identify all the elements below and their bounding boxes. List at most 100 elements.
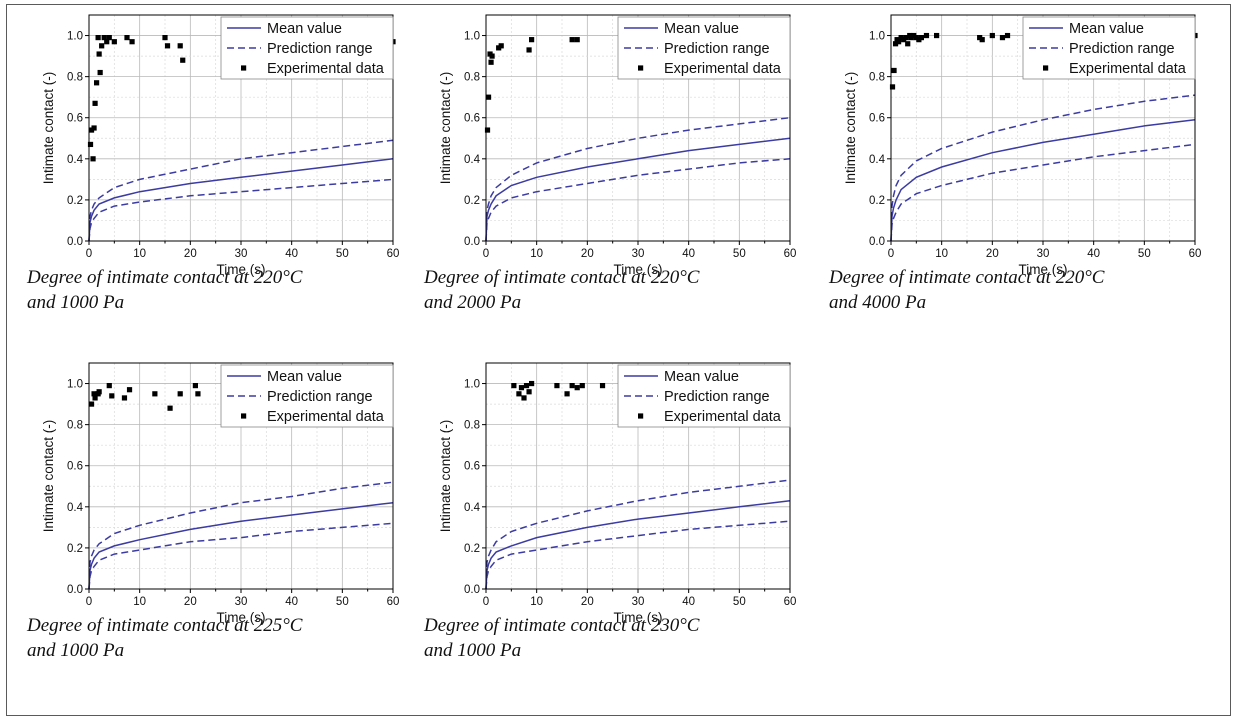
y-tick-label: 1.0 <box>464 31 480 43</box>
prediction-lower-line <box>88 178 394 242</box>
legend-label-exp: Experimental data <box>664 61 782 77</box>
x-tick-label: 40 <box>1087 248 1100 260</box>
experimental-point <box>569 37 575 43</box>
caption-line: and 1000 Pa <box>27 640 125 661</box>
x-tick-label: 60 <box>387 248 400 260</box>
legend: Mean value Prediction range Experimental d… <box>220 16 394 80</box>
experimental-point <box>579 383 585 389</box>
experimental-points <box>889 32 1198 90</box>
y-axis-label: Intimate contact (-) <box>438 420 453 533</box>
legend: Mean value Prediction range Experimental d… <box>617 16 791 80</box>
y-tick-label: 0.6 <box>67 461 83 473</box>
experimental-point <box>111 39 117 45</box>
experimental-point <box>104 39 110 45</box>
y-tick-label: 0.4 <box>464 502 481 514</box>
experimental-point <box>599 383 606 389</box>
legend: Mean value Prediction range Experimental d… <box>1022 16 1196 80</box>
x-tick-label: 40 <box>682 248 695 260</box>
y-tick-label: 0.0 <box>464 236 480 248</box>
x-tick-label: 20 <box>986 248 999 260</box>
experimental-point <box>94 80 100 86</box>
y-axis-label: Intimate contact (-) <box>41 420 56 533</box>
y-tick-label: 0.0 <box>869 236 885 248</box>
experimental-point <box>484 127 491 133</box>
experimental-point <box>498 43 504 49</box>
experimental-point <box>177 391 183 397</box>
experimental-points <box>511 380 606 401</box>
x-axis-label: Time (s) <box>217 262 266 277</box>
x-tick-label: 40 <box>285 596 298 608</box>
x-axis-label: Time (s) <box>614 610 663 625</box>
experimental-point <box>518 385 525 391</box>
experimental-point <box>918 35 924 41</box>
y-tick-label: 0.2 <box>869 195 885 207</box>
chart-caption: Degree of intimate contact at 225°C and 1… <box>27 613 397 663</box>
mean-value-line <box>485 499 791 590</box>
y-tick-label: 1.0 <box>464 379 480 391</box>
prediction-upper-line <box>485 116 791 242</box>
experimental-point <box>521 395 527 401</box>
experimental-point <box>121 395 128 401</box>
prediction-upper-line <box>485 479 791 590</box>
mean-value-line <box>88 501 394 590</box>
x-tick-label: 50 <box>733 248 746 260</box>
experimental-point <box>167 405 173 411</box>
x-tick-label: 60 <box>784 596 797 608</box>
y-tick-label: 0.4 <box>67 154 84 166</box>
x-tick-label: 20 <box>184 248 197 260</box>
experimental-point <box>192 383 198 389</box>
caption-line: and 1000 Pa <box>424 640 522 661</box>
chart-3-svg: 0 10 20 30 40 50 60 0.0 0.2 0.4 0.6 0.8 1.0 Time (s) I… <box>843 14 1202 277</box>
experimental-point <box>516 391 522 397</box>
caption-line: Degree of intimate contact at 225°C <box>27 615 303 636</box>
experimental-point <box>162 35 168 41</box>
legend-label-exp: Experimental data <box>267 61 385 77</box>
experimental-point <box>523 383 530 389</box>
caption-line: Degree of intimate contact at 220°C <box>829 267 1105 288</box>
x-tick-label: 60 <box>387 596 400 608</box>
experimental-point <box>569 383 575 389</box>
legend-label-exp: Experimental data <box>1069 61 1187 77</box>
y-axis-label: Intimate contact (-) <box>41 72 56 185</box>
experimental-point <box>96 389 102 395</box>
legend: Mean value Prediction range Experimental d… <box>220 364 394 428</box>
legend-label-range: Prediction range <box>664 41 770 57</box>
prediction-lower-line <box>485 520 791 590</box>
y-tick-label: 1.0 <box>67 31 83 43</box>
experimental-point <box>129 39 135 45</box>
x-tick-label: 30 <box>235 248 248 260</box>
x-tick-label: 60 <box>1189 248 1202 260</box>
y-tick-label: 0.2 <box>67 195 83 207</box>
experimental-point <box>152 391 158 397</box>
experimental-point <box>999 35 1006 41</box>
x-tick-label: 0 <box>86 596 92 608</box>
mean-value-line <box>88 158 394 242</box>
x-tick-label: 0 <box>483 596 489 608</box>
prediction-lower-line <box>890 143 1196 242</box>
y-tick-label: 0.8 <box>464 420 480 432</box>
prediction-upper-line <box>890 94 1196 242</box>
experimental-point <box>101 35 107 41</box>
x-tick-label: 30 <box>632 596 645 608</box>
experimental-point <box>106 383 112 389</box>
legend-label-mean: Mean value <box>664 369 739 385</box>
experimental-point <box>979 37 985 43</box>
caption-line: and 1000 Pa <box>27 292 125 313</box>
x-tick-label: 30 <box>235 596 248 608</box>
chart-caption: Degree of intimate contact at 220°C and 1… <box>27 265 397 315</box>
x-tick-label: 20 <box>581 248 594 260</box>
experimental-point <box>903 35 909 41</box>
legend-label-mean: Mean value <box>1069 21 1144 37</box>
chart-caption: Degree of intimate contact at 230°C and 1… <box>424 613 794 663</box>
legend-marker-experimental <box>638 413 644 419</box>
x-tick-label: 60 <box>784 248 797 260</box>
experimental-points <box>88 383 201 411</box>
y-tick-label: 0.8 <box>464 72 480 84</box>
x-tick-label: 40 <box>285 248 298 260</box>
experimental-point <box>934 32 940 39</box>
experimental-point <box>95 35 101 41</box>
x-tick-label: 0 <box>483 248 489 260</box>
x-tick-label: 50 <box>336 596 349 608</box>
y-tick-label: 1.0 <box>869 31 885 43</box>
experimental-point <box>574 385 580 391</box>
